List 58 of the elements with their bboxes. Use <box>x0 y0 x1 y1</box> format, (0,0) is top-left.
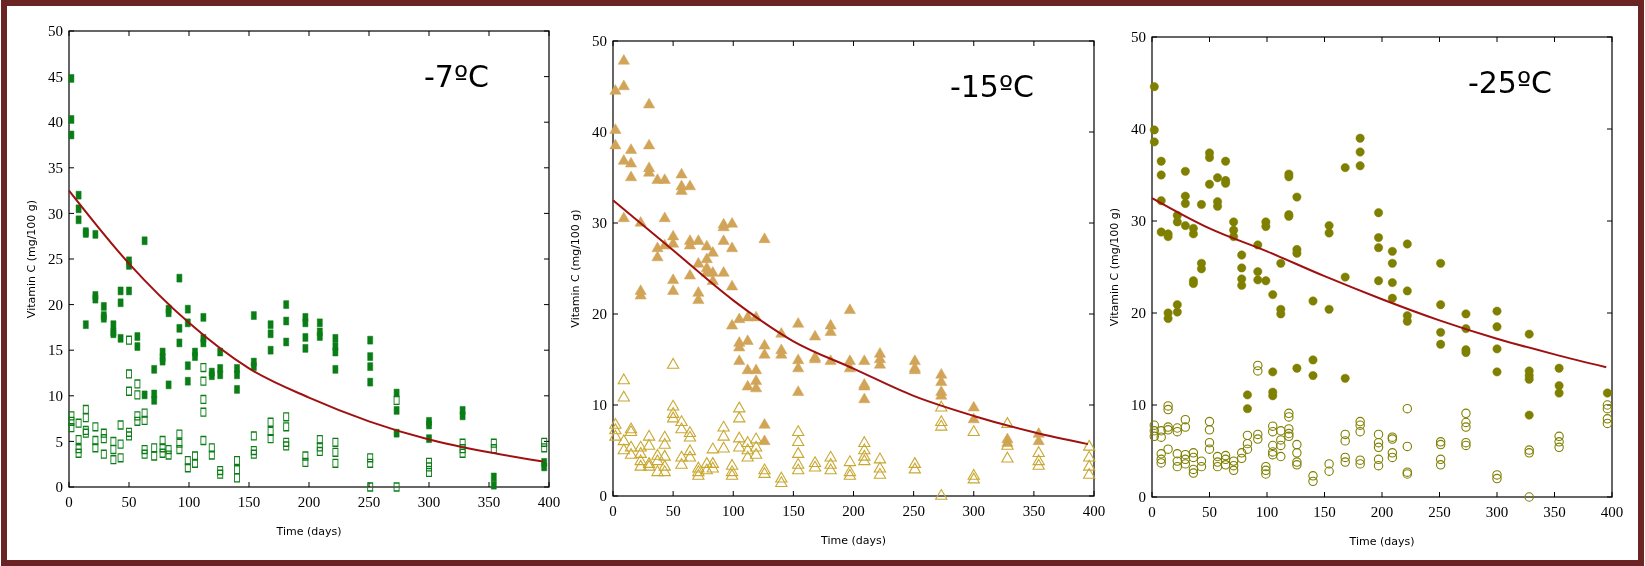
y-tick-label: 40 <box>592 124 607 141</box>
y-tick-label: 10 <box>592 397 607 414</box>
y-axis-title: Vitamin C (mg/100 g) <box>25 199 38 319</box>
x-tick-label: 400 <box>537 494 561 510</box>
x-tick-label: 150 <box>1313 504 1336 520</box>
y-tick-label: 50 <box>1131 29 1146 46</box>
x-tick-label: 0 <box>1148 504 1156 520</box>
x-tick-label: 400 <box>1600 504 1624 520</box>
x-tick-label: 250 <box>1428 504 1451 520</box>
x-tick-label: 100 <box>1255 504 1279 520</box>
y-axis-title: Vitamin C (mg/100 g) <box>569 209 582 328</box>
x-tick-label: 300 <box>417 494 441 510</box>
x-tick-label: 50 <box>1202 504 1217 520</box>
line-series <box>1151 197 1608 369</box>
x-tick-label: 150 <box>237 494 261 510</box>
y-tick-label: 50 <box>48 23 63 40</box>
y-tick-label: 0 <box>55 479 63 496</box>
y-tick-label: 30 <box>48 205 63 222</box>
x-tick-label: 400 <box>1082 503 1106 519</box>
y-tick-label: 10 <box>1131 397 1146 414</box>
x-axis-title: Time (days) <box>1348 535 1415 548</box>
y-tick-label: 50 <box>592 33 607 50</box>
x-tick-label: 200 <box>297 494 321 510</box>
x-tick-label: 200 <box>842 503 865 519</box>
x-tick-label: 200 <box>1370 504 1394 520</box>
y-tick-label: 20 <box>48 296 63 313</box>
annotation: -25ºC <box>1467 65 1552 100</box>
x-tick-label: 250 <box>357 494 381 510</box>
x-tick-label: 350 <box>1543 504 1566 520</box>
y-axis-title: Vitamin C (mg/100 g) <box>1108 207 1121 327</box>
x-tick-label: 0 <box>609 503 617 519</box>
annotation: -7ºC <box>424 59 489 94</box>
x-tick-label: 300 <box>1485 504 1509 520</box>
y-tick-label: 5 <box>55 433 63 450</box>
x-tick-label: 50 <box>121 494 137 510</box>
y-tick-label: 30 <box>1131 213 1146 230</box>
x-tick-label: 150 <box>782 503 805 519</box>
x-tick-label: 250 <box>902 503 925 519</box>
y-tick-label: 20 <box>1131 305 1146 322</box>
y-tick-label: 40 <box>48 114 63 131</box>
y-tick-label: 20 <box>592 306 607 323</box>
x-axis-title: Time (days) <box>275 525 342 538</box>
x-tick-label: 350 <box>1022 503 1046 519</box>
y-tick-label: 10 <box>48 388 63 405</box>
x-tick-label: 350 <box>477 494 501 510</box>
y-tick-label: 40 <box>1131 121 1146 138</box>
y-tick-label: 45 <box>48 68 63 85</box>
annotation: -15ºC <box>949 69 1034 104</box>
x-tick-label: 300 <box>962 503 985 519</box>
x-tick-label: 50 <box>665 503 681 519</box>
y-tick-label: 35 <box>48 160 63 177</box>
y-tick-label: 25 <box>48 251 63 268</box>
x-tick-label: 100 <box>177 494 201 510</box>
y-tick-label: 15 <box>48 342 63 359</box>
y-tick-label: 30 <box>592 215 607 232</box>
x-tick-label: 100 <box>722 503 745 519</box>
x-tick-label: 0 <box>65 494 73 510</box>
x-axis-title: Time (days) <box>820 534 886 547</box>
